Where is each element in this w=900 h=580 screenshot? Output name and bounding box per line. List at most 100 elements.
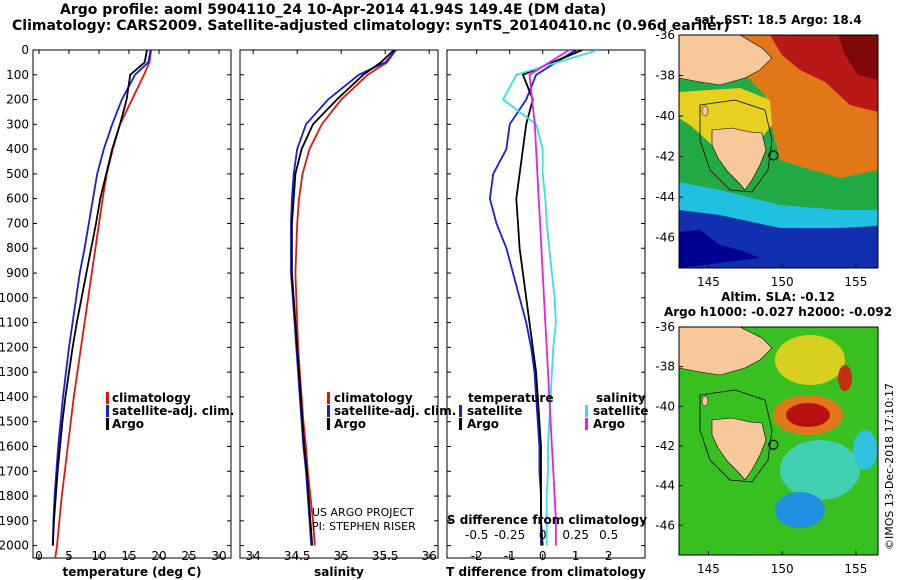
legend-swatch-satellite xyxy=(106,405,109,417)
sla-map-frame xyxy=(678,326,879,556)
sla-map-title-line1: Altim. SLA: -0.12 xyxy=(721,290,835,304)
depth-tick-label: 400 xyxy=(6,142,29,156)
map-x-tick-label: 155 xyxy=(844,275,867,289)
depth-tick-label: 1700 xyxy=(0,464,29,478)
difference-series-layer xyxy=(488,50,599,546)
king-island xyxy=(701,105,709,117)
depth-tick-label: 300 xyxy=(6,117,29,131)
map-y-tick-label: -38 xyxy=(655,360,675,374)
sst-darkest-region xyxy=(679,230,760,268)
x-tick-label: 35 xyxy=(334,549,349,563)
depth-tick-label: 1400 xyxy=(0,390,29,404)
map-x-tick-label: 145 xyxy=(697,275,720,289)
depth-tick-label: 0 xyxy=(21,43,29,57)
legend-swatch-climatology xyxy=(327,392,330,404)
legend-swatch-argo xyxy=(106,418,109,430)
depth-tick-label: 900 xyxy=(6,266,29,280)
x-tick-label: 1 xyxy=(572,549,580,563)
depth-tick-label: 500 xyxy=(6,167,29,181)
series-line-argo xyxy=(51,50,148,546)
x-tick-label: 34.5 xyxy=(284,549,311,563)
map-x-tick-label: 150 xyxy=(771,562,794,576)
legend-swatch-s-satellite xyxy=(585,405,588,417)
map-x-tick-label: 145 xyxy=(697,562,720,576)
legend-label-argo: Argo xyxy=(334,417,366,431)
x-axes: 0 5 10 15 20 25 30 34 34.5 35 35.5 36 -2 -1 0 1 2 -0.5 -0.… xyxy=(35,50,618,563)
figure-title-line2: Climatology: CARS2009. Satellite-adjuste… xyxy=(12,18,730,34)
x-tick-label: -1 xyxy=(504,549,516,563)
x-tick-label: 0 xyxy=(35,549,43,563)
depth-tick-label: 800 xyxy=(6,241,29,255)
depth-tick-label: 600 xyxy=(6,192,29,206)
salinity-legend: climatology satellite-adj. clim. Argo xyxy=(327,391,456,431)
temperature-series-layer xyxy=(51,50,153,558)
x-tick-label: 15 xyxy=(121,549,136,563)
legend-label-satellite: satellite-adj. clim. xyxy=(112,404,234,418)
sst-map-title: sat. SST: 18.5 Argo: 18.4 xyxy=(694,13,861,27)
sla-map xyxy=(679,327,878,555)
legend-label-argo: Argo xyxy=(112,417,144,431)
imos-credit: ©IMOS 13-Dec-2018 17:10:17 xyxy=(883,383,896,550)
sla-cyan-blob-2 xyxy=(853,430,877,470)
x-tick-label: 0 xyxy=(539,528,547,542)
map-y-tick-label: -40 xyxy=(655,399,675,413)
x-tick-label: 5 xyxy=(65,549,73,563)
sla-yellow-blob xyxy=(775,335,845,385)
temperature-axis-label: temperature (deg C) xyxy=(63,565,202,579)
sst-map-axes: 145 150 155 -36 -38 -40 -42 -44 -46 xyxy=(655,28,867,289)
x-tick-label: 0 xyxy=(539,549,547,563)
map-y-tick-label: -36 xyxy=(655,320,675,334)
temperature-axes-frame xyxy=(32,49,232,559)
salinity-axis-label: salinity xyxy=(314,565,364,579)
difference-axes-frame xyxy=(446,49,646,559)
difference-t-axis-label: T difference from climatology xyxy=(446,565,646,579)
difference-s-axis-label: S difference from climatology xyxy=(447,513,647,527)
depth-tick-label: 1300 xyxy=(0,365,29,379)
sla-red-blob-2 xyxy=(838,365,852,391)
sla-cyan-blob xyxy=(780,440,860,500)
series-line-temperature-argo xyxy=(515,50,583,546)
x-tick-label: 0.5 xyxy=(599,528,618,542)
x-tick-label: 34 xyxy=(246,549,261,563)
depth-tick-label: 1900 xyxy=(0,514,29,528)
depth-tick-label: 1100 xyxy=(0,316,29,330)
x-tick-label: 20 xyxy=(151,549,166,563)
salinity-axes-frame xyxy=(239,49,439,559)
sst-map-frame xyxy=(678,34,879,269)
sla-map-axes: 145 150 155 -36 -38 -40 -42 -44 -46 xyxy=(655,320,867,576)
series-line-salinity-argo xyxy=(528,50,570,546)
map-y-tick-label: -46 xyxy=(655,518,675,532)
map-y-tick-label: -42 xyxy=(655,150,675,164)
map-y-tick-label: -44 xyxy=(655,479,675,493)
temperature-legend: climatology satellite-adj. clim. Argo xyxy=(106,391,234,431)
map-x-tick-label: 155 xyxy=(844,562,867,576)
series-line-salinity-satellite xyxy=(501,50,599,546)
legend-label-climatology: climatology xyxy=(334,391,413,405)
legend-label-s-argo: Argo xyxy=(593,417,625,431)
mainland-australia-2 xyxy=(679,327,773,376)
legend-title-temperature: temperature xyxy=(468,391,553,405)
depth-tick-label: 200 xyxy=(6,93,29,107)
difference-temperature-legend: temperature satellite Argo xyxy=(459,391,553,431)
series-line-temperature-satellite xyxy=(488,50,577,546)
legend-swatch-t-satellite xyxy=(459,405,462,417)
legend-swatch-satellite xyxy=(327,405,330,417)
x-tick-label: 2 xyxy=(605,549,613,563)
legend-swatch-argo xyxy=(327,418,330,430)
depth-tick-label: 1800 xyxy=(0,489,29,503)
sla-profile-location-marker xyxy=(768,439,779,450)
depth-tick-label: 1600 xyxy=(0,439,29,453)
salinity-series-layer xyxy=(290,50,397,546)
series-line-satellite-adj-clim- xyxy=(51,50,152,546)
figure-title-line1: Argo profile: aoml 5904110_24 10-Apr-201… xyxy=(60,2,607,18)
sla-map-title-line2: Argo h1000: -0.027 h2000: -0.092 xyxy=(664,305,892,319)
series-line-argo xyxy=(290,50,395,546)
sst-map xyxy=(679,35,878,268)
map-y-tick-label: -44 xyxy=(655,190,675,204)
sst-profile-location-marker xyxy=(768,150,779,161)
x-tick-label: -0.5 xyxy=(465,528,488,542)
difference-salinity-legend: salinity satellite Argo xyxy=(585,391,648,431)
map-x-tick-label: 150 xyxy=(771,275,794,289)
